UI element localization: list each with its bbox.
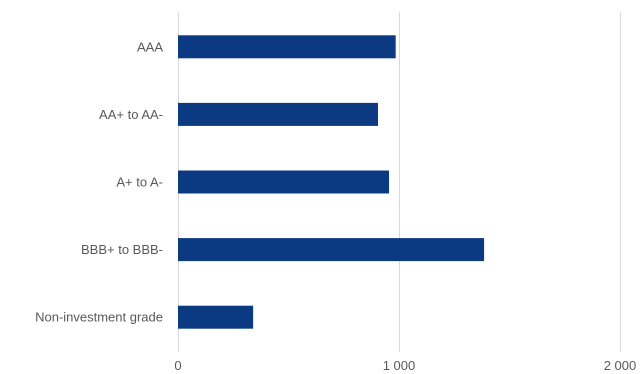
category-label: AA+ to AA- [99,107,163,122]
category-labels: AAA AA+ to AA- A+ to A- BBB+ to BBB- Non-inv… [35,39,163,324]
axis-tick-labels: 0 1 000 2 000 [174,358,636,373]
x-tick-label: 0 [174,358,181,373]
bar-1 [178,102,379,126]
x-tick-label: 2 000 [604,358,637,373]
category-label: AAA [137,39,163,54]
bar-3 [178,238,485,262]
bars [178,35,485,329]
category-label: Non-investment grade [35,310,163,325]
bar-4 [178,305,254,329]
bar-0 [178,35,396,59]
category-label: BBB+ to BBB- [81,242,163,257]
category-label: A+ to A- [116,175,163,190]
bar-2 [178,170,390,194]
x-tick-label: 1 000 [383,358,416,373]
